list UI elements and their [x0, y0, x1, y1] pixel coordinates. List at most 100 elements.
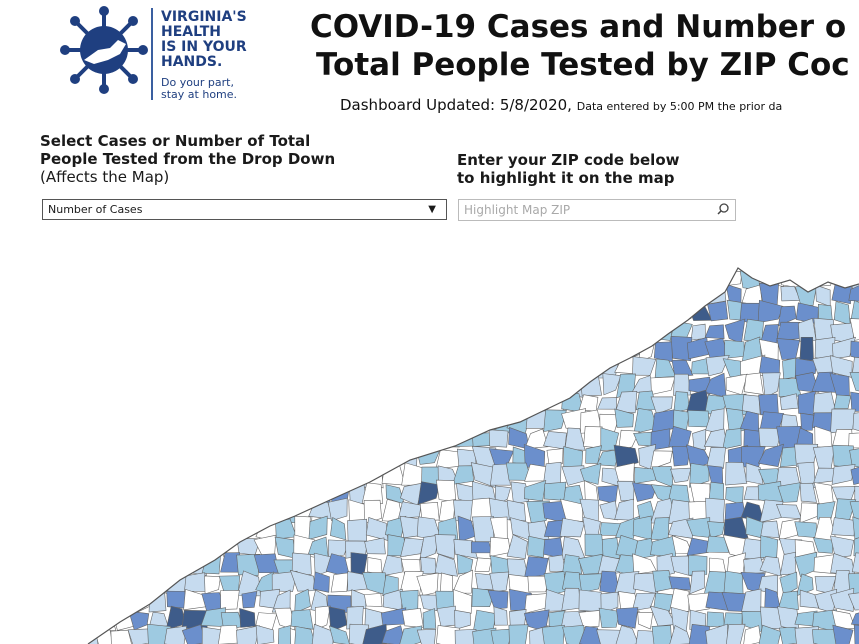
zip-region[interactable]	[849, 371, 859, 394]
zip-region[interactable]	[506, 499, 526, 522]
zip-region[interactable]	[850, 608, 859, 627]
zip-region[interactable]	[849, 300, 859, 324]
zip-region[interactable]	[543, 481, 567, 501]
zip-region[interactable]	[832, 624, 854, 644]
zip-region[interactable]	[762, 372, 781, 399]
zip-region[interactable]	[493, 606, 508, 626]
zip-region[interactable]	[812, 628, 837, 644]
zip-region[interactable]	[671, 445, 691, 467]
zip-region[interactable]	[452, 465, 475, 485]
zip-region[interactable]	[743, 372, 764, 395]
zip-region[interactable]	[830, 408, 856, 434]
zip-region[interactable]	[813, 537, 834, 554]
zip-region[interactable]	[794, 521, 818, 538]
zip-region[interactable]	[799, 336, 814, 361]
zip-region[interactable]	[239, 608, 256, 628]
zip-region[interactable]	[650, 376, 676, 395]
zip-region[interactable]	[164, 625, 188, 644]
zip-region[interactable]	[562, 625, 585, 644]
zip-region[interactable]	[651, 625, 673, 644]
zip-region[interactable]	[707, 301, 729, 322]
zip-region[interactable]	[367, 557, 383, 576]
zip-region[interactable]	[579, 625, 603, 644]
zip-region[interactable]	[488, 429, 509, 448]
zip-region[interactable]	[799, 482, 817, 503]
zip-region[interactable]	[758, 624, 782, 644]
zip-region[interactable]	[311, 623, 335, 644]
zip-region[interactable]	[419, 534, 440, 561]
zip-region[interactable]	[777, 482, 801, 503]
zip-region[interactable]	[778, 518, 800, 541]
zip-region[interactable]	[596, 629, 622, 644]
zip-region[interactable]	[616, 607, 639, 629]
zip-region[interactable]	[506, 534, 528, 560]
zip-region[interactable]	[632, 482, 658, 502]
zip-region[interactable]	[829, 535, 855, 559]
zip-region[interactable]	[852, 410, 859, 434]
zip-region[interactable]	[633, 537, 655, 560]
zip-region[interactable]	[631, 592, 656, 612]
zip-region[interactable]	[559, 517, 585, 538]
zip-region[interactable]	[584, 533, 605, 558]
zip-region[interactable]	[308, 515, 328, 540]
zip-region[interactable]	[472, 627, 497, 644]
zip-region[interactable]	[617, 480, 635, 502]
zip-region[interactable]	[776, 321, 802, 342]
zip-region[interactable]	[688, 624, 710, 644]
zip-region[interactable]	[489, 571, 510, 593]
zip-region[interactable]	[854, 485, 859, 504]
zip-region[interactable]	[255, 624, 275, 644]
zip-region[interactable]	[401, 607, 424, 628]
zip-region[interactable]	[241, 590, 258, 609]
zip-region[interactable]	[527, 575, 550, 593]
zip-region[interactable]	[849, 500, 859, 524]
zip-region[interactable]	[688, 376, 711, 395]
zip-region[interactable]	[440, 572, 454, 594]
zip-region[interactable]	[688, 554, 708, 576]
zip-region[interactable]	[650, 450, 673, 470]
zip-region[interactable]	[635, 629, 659, 644]
zip-region[interactable]	[487, 590, 509, 610]
zip-region[interactable]	[848, 281, 859, 303]
zip-region[interactable]	[330, 516, 347, 541]
zip-region[interactable]	[850, 340, 859, 362]
zip-region[interactable]	[454, 628, 478, 644]
zip-region[interactable]	[797, 390, 816, 416]
zip-region[interactable]	[725, 461, 748, 486]
zip-region[interactable]	[328, 625, 351, 644]
zip-region[interactable]	[670, 335, 693, 362]
zip-region[interactable]	[330, 572, 349, 593]
zip-region[interactable]	[850, 391, 859, 412]
zip-region[interactable]	[615, 391, 638, 414]
zip-region[interactable]	[201, 626, 224, 644]
zip-region[interactable]	[422, 608, 437, 630]
zip-region[interactable]	[687, 592, 710, 613]
zip-region[interactable]	[578, 610, 601, 628]
zip-region[interactable]	[760, 535, 779, 558]
zip-region[interactable]	[166, 590, 187, 609]
zip-region[interactable]	[850, 463, 859, 486]
zip-search-input[interactable]	[458, 199, 736, 221]
zip-region[interactable]	[543, 409, 567, 433]
zip-region[interactable]	[687, 410, 710, 428]
zip-region[interactable]	[600, 591, 619, 615]
zip-region[interactable]	[128, 610, 150, 631]
zip-region[interactable]	[564, 427, 586, 451]
zip-region[interactable]	[723, 516, 749, 543]
zip-region[interactable]	[347, 518, 368, 542]
zip-region[interactable]	[757, 443, 784, 467]
zip-region[interactable]	[328, 539, 350, 559]
zip-region[interactable]	[757, 299, 784, 324]
zip-region[interactable]	[471, 516, 494, 542]
zip-region[interactable]	[436, 625, 461, 644]
zip-region[interactable]	[236, 625, 260, 644]
zip-region[interactable]	[800, 412, 815, 431]
zip-region[interactable]	[602, 373, 622, 396]
zip-region[interactable]	[454, 609, 471, 630]
zip-region[interactable]	[668, 587, 690, 614]
zip-region[interactable]	[561, 587, 581, 611]
zip-region[interactable]	[743, 486, 761, 501]
zip-region[interactable]	[419, 594, 442, 611]
zip-region[interactable]	[452, 569, 473, 594]
zip-region[interactable]	[705, 623, 728, 644]
